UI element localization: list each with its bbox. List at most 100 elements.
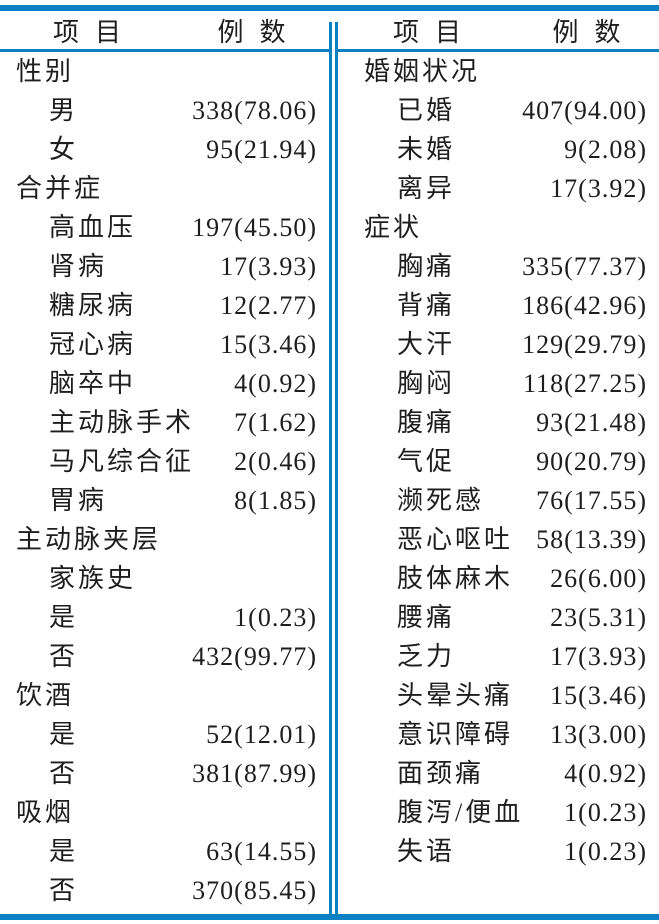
row-value: 26(6.00) [550, 564, 647, 593]
row-label: 否 [49, 759, 79, 788]
right-column-body: 婚姻状况 已婚 407(94.00) 未婚 9(2.08) 离异 17(3.92) 症状 胸痛 3… [340, 52, 659, 871]
row-label: 合并症 [16, 174, 104, 203]
row-label: 脑卒中 [49, 369, 137, 398]
table-row: 糖尿病 12(2.77) [0, 286, 329, 325]
row-value: 23(5.31) [550, 603, 647, 632]
table-row: 主动脉手术 7(1.62) [0, 403, 329, 442]
table-row: 肾病 17(3.93) [0, 247, 329, 286]
row-label: 大汗 [397, 330, 456, 359]
row-value: 186(42.96) [522, 291, 647, 320]
table-row: 大汗 129(29.79) [348, 325, 659, 364]
row-value: 2(0.46) [234, 447, 317, 476]
table-row: 胃病 8(1.85) [0, 481, 329, 520]
row-label: 否 [49, 642, 79, 671]
row-value: 432(99.77) [192, 642, 317, 671]
right-column-header: 项目 例数 [340, 12, 659, 49]
table-top-rule [0, 5, 659, 11]
row-value: 9(2.08) [564, 135, 647, 164]
row-label: 气促 [397, 447, 456, 476]
row-label: 肾病 [49, 252, 108, 281]
table-row-category: 合并症 [0, 169, 329, 208]
table-header-row: 项目 例数 项目 例数 [0, 11, 659, 49]
row-value: 63(14.55) [206, 837, 317, 866]
row-label: 背痛 [397, 291, 456, 320]
row-value: 90(20.79) [536, 447, 647, 476]
row-label: 胸闷 [397, 369, 456, 398]
row-value: 95(21.94) [206, 135, 317, 164]
row-label: 胸痛 [397, 252, 456, 281]
row-value: 335(77.37) [522, 252, 647, 281]
row-label: 头晕头痛 [397, 681, 514, 710]
table-row: 已婚 407(94.00) [348, 91, 659, 130]
row-value: 4(0.92) [564, 759, 647, 788]
table-row-category: 婚姻状况 [348, 52, 659, 91]
table-row: 是 63(14.55) [0, 832, 329, 871]
row-value: 15(3.46) [220, 330, 317, 359]
table-row: 冠心病 15(3.46) [0, 325, 329, 364]
table-row: 头晕头痛 15(3.46) [348, 676, 659, 715]
row-label: 性别 [16, 57, 75, 86]
row-value: 118(27.25) [523, 369, 647, 398]
table-body: 性别男 338(78.06) 女 95(21.94) 合并症 高血压 197(45.50) 肾… [0, 52, 659, 914]
row-value: 12(2.77) [220, 291, 317, 320]
row-label: 是 [49, 720, 79, 749]
table-row: 腰痛 23(5.31) [348, 598, 659, 637]
row-label: 吸烟 [16, 798, 75, 827]
table-row: 腹泻/便血 1(0.23) [348, 793, 659, 832]
row-label: 失语 [397, 837, 456, 866]
row-value: 76(17.55) [536, 486, 647, 515]
right-header-item-label: 项目 [392, 17, 477, 47]
row-label: 是 [49, 603, 79, 632]
row-label: 肢体麻木 [397, 564, 514, 593]
row-label: 婚姻状况 [364, 57, 481, 86]
row-value: 15(3.46) [550, 681, 647, 710]
row-label: 是 [49, 837, 79, 866]
row-value: 1(0.23) [564, 837, 647, 866]
table-row: 是 1(0.23) [0, 598, 329, 637]
table-row: 恶心呕吐 58(13.39) [348, 520, 659, 559]
row-label: 已婚 [397, 96, 456, 125]
row-label: 意识障碍 [397, 720, 514, 749]
row-value: 7(1.62) [234, 408, 317, 437]
row-value: 129(29.79) [522, 330, 647, 359]
row-label: 症状 [364, 213, 423, 242]
row-label: 主动脉手术 [49, 408, 195, 437]
row-label: 濒死感 [397, 486, 485, 515]
table-row: 肢体麻木 26(6.00) [348, 559, 659, 598]
left-header-cases-label: 例数 [217, 17, 302, 47]
row-value: 370(85.45) [192, 876, 317, 905]
row-value: 17(3.92) [550, 174, 647, 203]
table-row: 乏力 17(3.93) [348, 637, 659, 676]
table-row-category: 主动脉夹层家族史 [0, 520, 329, 598]
row-label: 未婚 [397, 135, 456, 164]
row-value: 1(0.23) [234, 603, 317, 632]
table-row: 马凡综合征 2(0.46) [0, 442, 329, 481]
table-row: 女 95(21.94) [0, 130, 329, 169]
table-row: 未婚 9(2.08) [348, 130, 659, 169]
table-row: 脑卒中 4(0.92) [0, 364, 329, 403]
row-label: 面颈痛 [397, 759, 485, 788]
row-label: 冠心病 [49, 330, 137, 359]
table-row: 气促 90(20.79) [348, 442, 659, 481]
table-row: 胸闷 118(27.25) [348, 364, 659, 403]
table-bottom-rule [0, 914, 659, 920]
row-value: 93(21.48) [536, 408, 647, 437]
left-column-body: 性别男 338(78.06) 女 95(21.94) 合并症 高血压 197(45.50) 肾… [0, 52, 329, 910]
table-row: 腹痛 93(21.48) [348, 403, 659, 442]
row-label: 女 [49, 135, 79, 164]
row-value: 381(87.99) [192, 759, 317, 788]
table-row: 男 338(78.06) [0, 91, 329, 130]
row-value: 58(13.39) [536, 525, 647, 554]
left-column-header: 项目 例数 [0, 12, 329, 49]
table-row: 背痛 186(42.96) [348, 286, 659, 325]
table-row-category: 吸烟 [0, 793, 329, 832]
table-row: 濒死感 76(17.55) [348, 481, 659, 520]
table-row: 意识障碍 13(3.00) [348, 715, 659, 754]
row-label: 胃病 [49, 486, 108, 515]
row-value: 4(0.92) [234, 369, 317, 398]
column-divider [329, 22, 338, 914]
row-value: 52(12.01) [206, 720, 317, 749]
row-value: 17(3.93) [550, 642, 647, 671]
right-header-cases-label: 例数 [552, 17, 637, 47]
